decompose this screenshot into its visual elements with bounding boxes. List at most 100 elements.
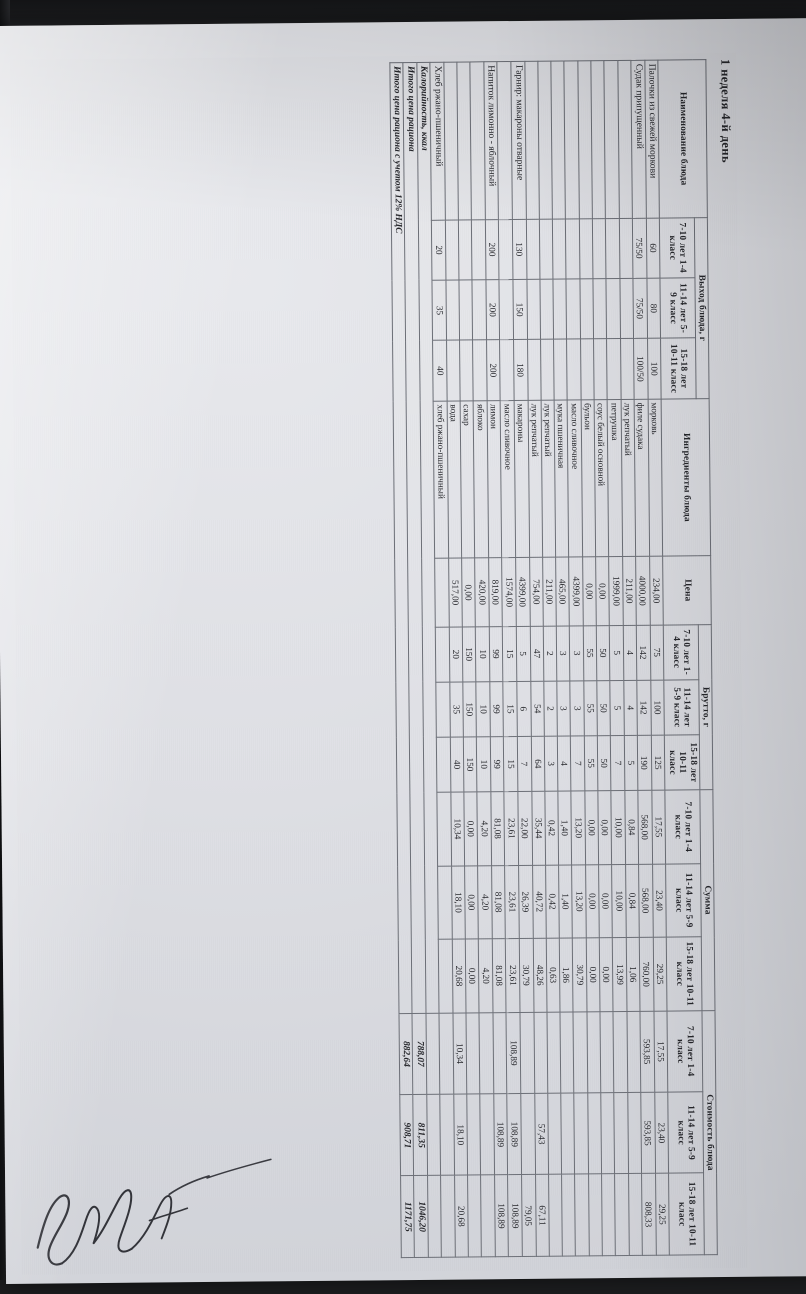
- cell-cost-0: [492, 1012, 508, 1094]
- cell-gross-1: 55: [583, 680, 598, 736]
- cell-cost-0: [439, 1012, 454, 1095]
- th-output-group: Выход блюда, г: [693, 217, 710, 399]
- cell-dish-name: [604, 60, 619, 219]
- cell-cost-2: 29,25: [655, 1173, 670, 1256]
- cell-gross-1: 15: [503, 681, 518, 737]
- cell-ingredient: соус белый основной: [594, 399, 609, 558]
- cell-dish-name: [497, 61, 513, 220]
- cell-sum-1: 23,61: [505, 865, 520, 939]
- cell-sum-1: 0,00: [598, 864, 613, 938]
- cell-output-0: [618, 217, 633, 279]
- cell-cost-0: [560, 1011, 575, 1094]
- document-content: 1 неделя 4-й день Наименование блюда Вых…: [10, 52, 748, 1275]
- cell-gross-1: 10: [476, 681, 491, 737]
- cell-price: [434, 558, 450, 627]
- th-cost-age-1: 11-14 лет 5-9 класс: [668, 1091, 704, 1174]
- cell-output-1: [539, 279, 554, 340]
- cell-ingredient: мука пшеничная: [554, 399, 570, 558]
- cell-sum-1: 40,72: [532, 864, 547, 939]
- cell-ingredient: лук репчатый: [527, 400, 543, 558]
- cell-output-2: [620, 338, 635, 400]
- cell-sum-2: 20,68: [452, 939, 467, 1013]
- cell-sum-2: 0,00: [465, 939, 480, 1013]
- cell-output-2: [540, 339, 555, 401]
- cell-sum-2: 29,25: [652, 937, 668, 1011]
- cell-sum-2: 13,99: [612, 937, 627, 1012]
- cell-output-1: 75/50: [632, 278, 648, 339]
- th-out-age-1: 11-14 лет 5-9 класс: [660, 277, 696, 339]
- cell-output-2: [593, 339, 608, 400]
- cell-gross-1: [435, 681, 451, 738]
- cell-sum-0: 4,20: [477, 791, 492, 866]
- cell-ingredient: морковь: [647, 398, 663, 557]
- cell-cost-0: 10,34: [452, 1012, 467, 1095]
- cell-output-2: 40: [432, 340, 447, 402]
- th-dish-name: Наименование блюда: [658, 59, 708, 218]
- cell-gross-1: 35: [449, 681, 464, 738]
- cell-gross-0: 3: [569, 625, 584, 681]
- cell-sum-1: 13,20: [571, 864, 587, 939]
- cell-output-1: 150: [512, 279, 528, 340]
- cell-output-2: 200: [486, 340, 501, 401]
- cell-sum-1: [437, 865, 453, 940]
- cell-price: 0,00: [461, 558, 476, 627]
- cell-dish-name: [537, 61, 553, 219]
- cell-ingredient: филе судака: [634, 399, 650, 557]
- cell-gross-0: 10: [475, 626, 490, 682]
- th-out-age-2: 15-18 лет 10-11 класс: [660, 338, 696, 399]
- cell-gross-0: 2: [543, 625, 557, 682]
- cell-sum-0: 81,08: [490, 791, 506, 866]
- cell-ingredient: масло сливочное: [567, 399, 583, 558]
- cell-output-0: [471, 219, 486, 280]
- cell-output-0: 200: [485, 219, 500, 280]
- cell-gross-2: [436, 737, 451, 793]
- summary-value-2: 1046,20: [413, 1175, 428, 1258]
- cell-gross-2: 15: [503, 736, 518, 792]
- cell-output-2: [566, 339, 581, 400]
- cell-ingredient: петрушка: [607, 399, 623, 557]
- cell-gross-2: 4: [557, 735, 572, 792]
- cell-ingredient: лимон: [486, 400, 503, 559]
- cell-cost-2: [628, 1173, 643, 1256]
- cell-output-0: [458, 219, 473, 281]
- cell-output-1: [606, 278, 621, 340]
- cell-output-1: [566, 278, 581, 340]
- cell-cost-1: [614, 1092, 629, 1175]
- cell-output-0: [565, 218, 580, 280]
- cell-ingredient: лук репчатый: [540, 399, 556, 558]
- th-gross-age-2: 15-18 лет 10-11 класс: [664, 734, 700, 791]
- cell-gross-2: 10: [476, 736, 491, 792]
- cell-price: 420,00: [475, 558, 490, 627]
- cell-output-2: 100/50: [633, 338, 648, 400]
- cell-sum-2: 760,00: [639, 937, 654, 1012]
- th-gross-age-0: 7-10 лет 1-4 класс: [663, 624, 699, 680]
- cell-price: 0,00: [595, 556, 610, 626]
- cell-output-1: 80: [646, 278, 661, 339]
- cell-gross-2: 3: [544, 736, 558, 792]
- cell-cost-1: [439, 1094, 455, 1176]
- cell-gross-2: 7: [517, 736, 532, 792]
- cell-price: 0,00: [582, 557, 597, 626]
- cell-cost-0: [533, 1011, 548, 1094]
- scanned-paper-sheet: 1 неделя 4-й день Наименование блюда Вых…: [0, 18, 806, 1284]
- th-price: Цена: [662, 556, 712, 625]
- meal-cost-table: Наименование блюда Выход блюда, г Ингред…: [389, 59, 718, 1258]
- cell-cost-1: [587, 1092, 602, 1175]
- cell-gross-2: 7: [610, 735, 625, 791]
- cell-cost-2: [467, 1175, 482, 1258]
- cell-cost-2: [561, 1174, 576, 1257]
- cell-price: 1999,00: [608, 556, 623, 626]
- cell-sum-2: 1,86: [559, 938, 574, 1012]
- cell-price: 1574,00: [502, 557, 517, 627]
- cell-sum-1: 4,20: [478, 865, 493, 940]
- cell-cost-2: 79,05: [521, 1174, 536, 1257]
- cell-output-2: [553, 339, 568, 400]
- cell-output-0: [592, 218, 607, 279]
- cell-cost-1: [520, 1093, 536, 1175]
- cell-gross-0: 55: [583, 625, 597, 681]
- cell-gross-0: 20: [449, 626, 463, 682]
- cell-gross-2: 99: [490, 736, 505, 792]
- cell-gross-0: 75: [649, 624, 665, 681]
- cell-dish-name: [470, 61, 486, 220]
- cell-gross-0: 5: [516, 626, 531, 682]
